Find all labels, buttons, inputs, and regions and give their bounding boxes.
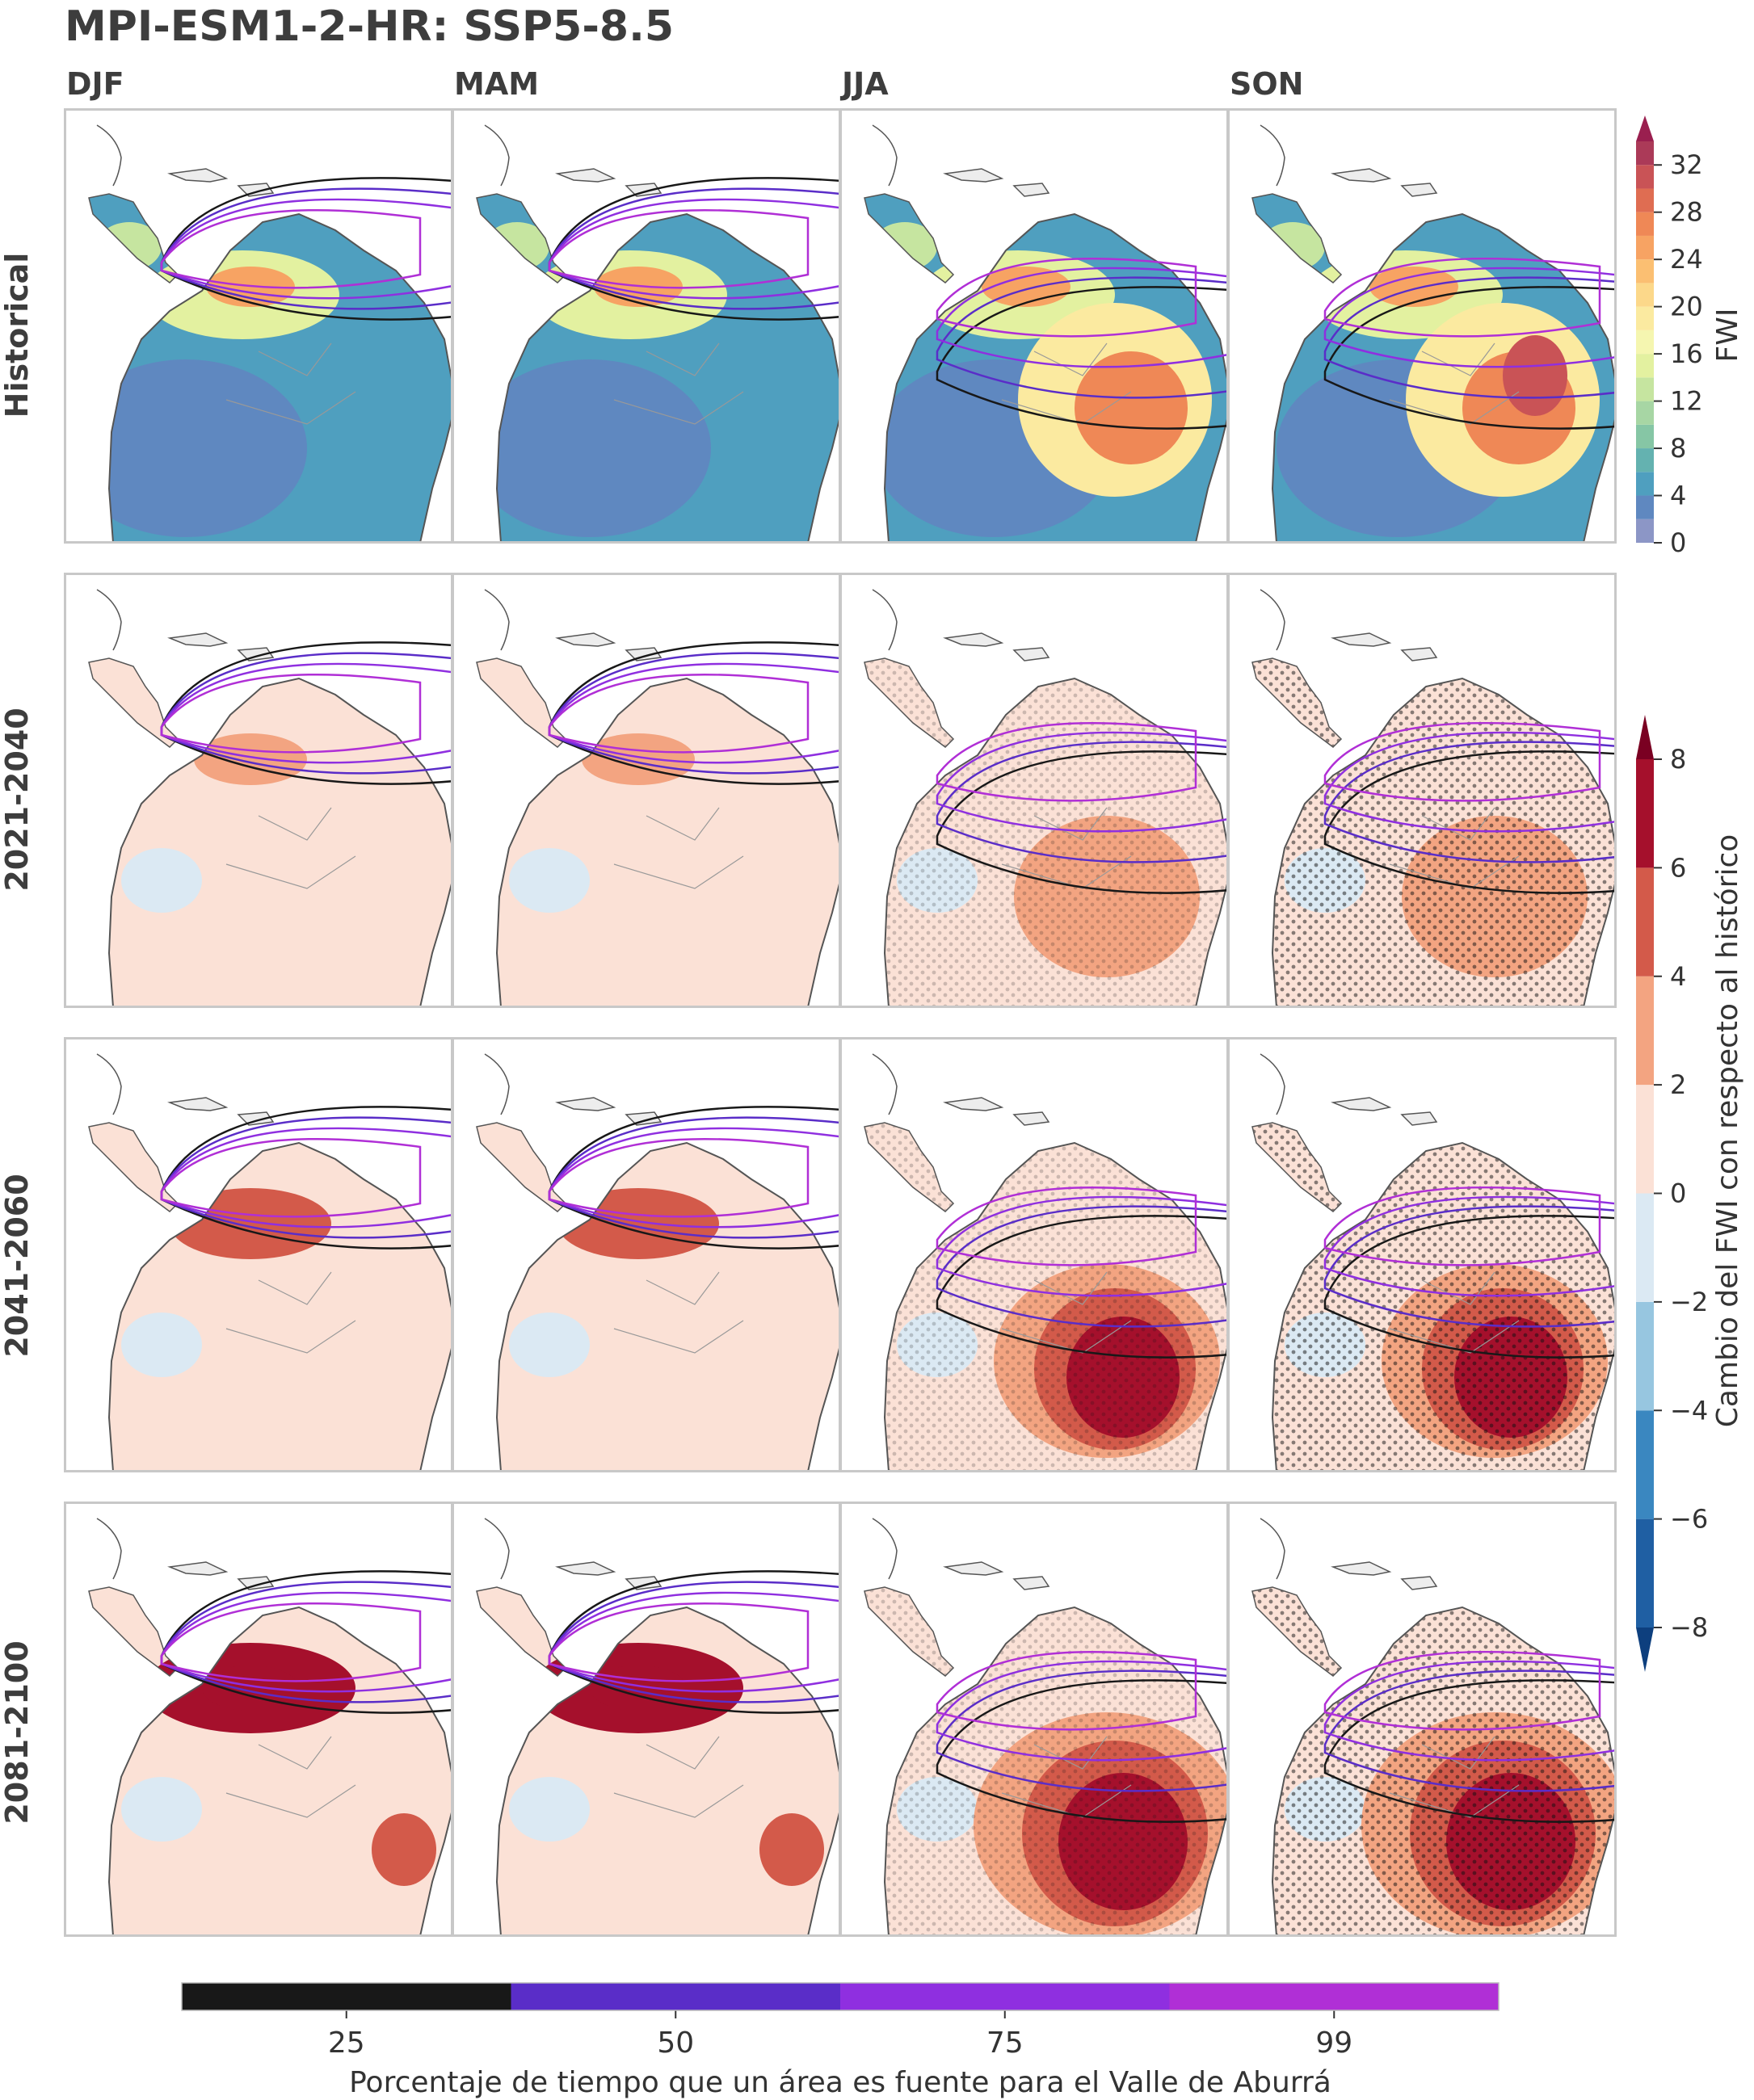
change-level-3 (1636, 1193, 1654, 1302)
panel-frame (1227, 1037, 1617, 1472)
panel-frame (1227, 1502, 1617, 1937)
change-level-6 (1636, 867, 1654, 976)
change-level-4 (1636, 1085, 1654, 1194)
fwi-level-11 (1636, 259, 1654, 284)
source-tick-3: 99 (1315, 2026, 1352, 2060)
fwi-tick-6: 24 (1670, 244, 1703, 275)
source-level-0 (182, 1983, 511, 2010)
map-panel-r1-c4 (1227, 108, 1617, 544)
change-tick-7: 6 (1670, 852, 1686, 883)
map-panel-grid (64, 108, 1617, 1937)
map-panel-r2-c4 (1227, 573, 1617, 1008)
fwi-colorbar-label: FWI (1711, 309, 1744, 363)
column-title-jja: JJA (839, 66, 889, 102)
change-tick-4: 0 (1670, 1178, 1686, 1209)
row-title-2041-2060: 2041-2060 (0, 1174, 35, 1357)
source-tick-1: 50 (657, 2026, 694, 2060)
source-level-2 (840, 1983, 1170, 2010)
source-tick-2: 75 (986, 2026, 1024, 2060)
change-extend-max (1636, 715, 1654, 759)
change-colorbar-label: Cambio del FWI con respecto al histórico (1711, 834, 1744, 1428)
fwi-level-10 (1636, 283, 1654, 307)
map-panel-r4-c2 (452, 1502, 841, 1937)
fwi-level-5 (1636, 401, 1654, 425)
change-colorbar: −8 −6 −4 −2 0 2 4 6 8 (1636, 715, 1708, 1672)
map-panel-r2-c1 (64, 573, 453, 1008)
change-level-7 (1636, 759, 1654, 868)
map-panel-r2-c3 (839, 573, 1229, 1008)
change-level-2 (1636, 1301, 1654, 1411)
map-panel-r4-c1 (64, 1502, 453, 1937)
change-tick-1: −6 (1670, 1504, 1708, 1535)
fwi-colorbar: 0 4 8 12 16 20 24 28 32 (1636, 116, 1703, 558)
map-panel-r2-c2 (452, 573, 841, 1008)
fwi-level-13 (1636, 212, 1654, 236)
fwi-level-4 (1636, 424, 1654, 449)
map-panel-r1-c3 (839, 108, 1229, 544)
map-panel-r3-c1 (64, 1037, 453, 1472)
change-level-5 (1636, 976, 1654, 1086)
fwi-tick-3: 12 (1670, 386, 1703, 417)
source-level-3 (1169, 1983, 1499, 2010)
fwi-tick-5: 20 (1670, 292, 1703, 322)
fwi-extend-max (1636, 116, 1654, 141)
fwi-tick-1: 4 (1670, 481, 1686, 511)
source-level-1 (511, 1983, 840, 2010)
fwi-level-14 (1636, 188, 1654, 212)
panel-frame (1227, 573, 1617, 1008)
fwi-tick-0: 0 (1670, 527, 1686, 558)
column-title-mam: MAM (454, 66, 539, 102)
change-tick-5: 2 (1670, 1069, 1686, 1100)
change-tick-0: −8 (1670, 1612, 1708, 1643)
change-tick-3: −2 (1670, 1287, 1708, 1317)
column-title-son: SON (1230, 66, 1303, 102)
fwi-level-3 (1636, 448, 1654, 472)
change-tick-8: 8 (1670, 744, 1686, 775)
map-panel-r3-c2 (452, 1037, 841, 1472)
source-percent-colorbar-label: Porcentaje de tiempo que un área es fuen… (349, 2066, 1331, 2099)
change-extend-min (1636, 1628, 1654, 1672)
fwi-level-6 (1636, 377, 1654, 401)
row-title-2021-2040: 2021-2040 (0, 708, 35, 891)
fwi-level-9 (1636, 306, 1654, 330)
fwi-level-2 (1636, 472, 1654, 496)
map-panel-r1-c1 (64, 108, 453, 544)
fwi-tick-4: 16 (1670, 338, 1703, 369)
panel-frame (1227, 108, 1617, 544)
figure-title: MPI-ESM1-2-HR: SSP5-8.5 (65, 2, 674, 51)
change-level-1 (1636, 1410, 1654, 1519)
change-tick-6: 4 (1670, 961, 1686, 992)
fwi-level-0 (1636, 519, 1654, 543)
row-title-2081-2100: 2081-2100 (0, 1640, 35, 1824)
fwi-tick-7: 28 (1670, 197, 1703, 228)
source-percent-colorbar: 25 50 75 99 (181, 1982, 1500, 2060)
map-panel-r3-c3 (839, 1037, 1229, 1472)
change-level-0 (1636, 1518, 1654, 1628)
fwi-level-8 (1636, 330, 1654, 355)
fwi-tick-2: 8 (1670, 433, 1686, 464)
fwi-level-1 (1636, 495, 1654, 519)
row-title-historical: Historical (0, 253, 35, 418)
map-panel-r3-c4 (1227, 1037, 1617, 1472)
source-tick-0: 25 (328, 2026, 365, 2060)
map-panel-r1-c2 (452, 108, 841, 544)
change-tick-2: −4 (1670, 1395, 1708, 1426)
fwi-level-12 (1636, 235, 1654, 260)
map-panel-r4-c3 (839, 1502, 1229, 1937)
map-panel-r4-c4 (1227, 1502, 1617, 1937)
fwi-tick-8: 32 (1670, 149, 1703, 180)
column-title-djf: DJF (66, 66, 124, 102)
fwi-level-15 (1636, 165, 1654, 189)
fwi-level-16 (1636, 141, 1654, 166)
fwi-level-7 (1636, 354, 1654, 378)
